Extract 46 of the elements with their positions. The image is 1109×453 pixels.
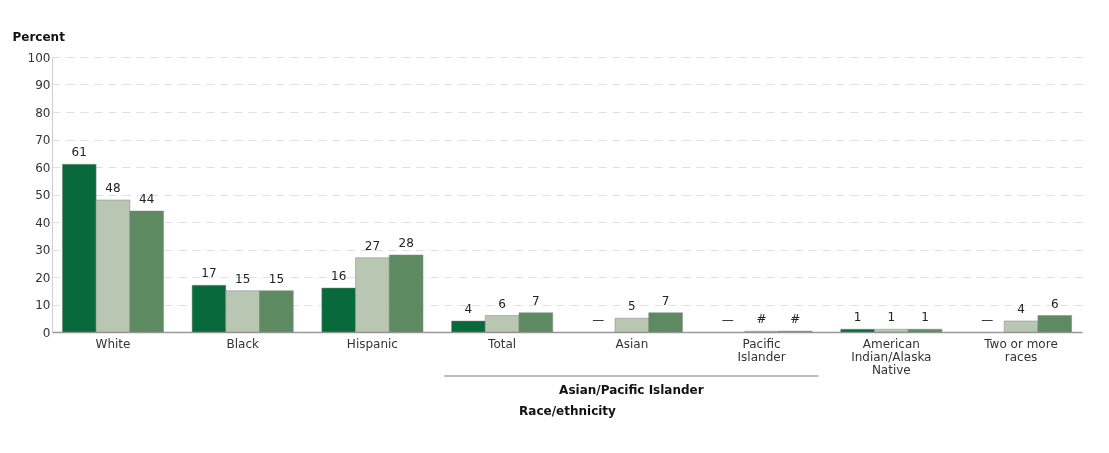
- data-label: 1: [853, 310, 862, 325]
- data-label: #: [756, 312, 767, 327]
- text: —: [721, 313, 734, 327]
- text: Asian/Pacific Islander: [559, 383, 704, 397]
- data-label: 17: [201, 266, 217, 281]
- y-axis-title: Percent: [12, 29, 66, 44]
- data-label: 15: [268, 271, 285, 286]
- data-label: 15: [235, 271, 251, 286]
- y-tick-label: 20: [35, 270, 51, 285]
- y-tick-label: 30: [35, 243, 51, 257]
- y-tick-label: 70: [35, 133, 51, 147]
- data-label: #: [790, 312, 801, 327]
- x-tick-label: Hispanic: [346, 336, 398, 351]
- y-tick-label: 90: [35, 78, 51, 92]
- data-label: 27: [364, 238, 381, 253]
- x-tick-label: Total: [487, 336, 517, 351]
- x-tick-label: American Indian/Alaska Native: [851, 336, 932, 377]
- data-label: 28: [398, 236, 414, 250]
- y-tick-label: 50: [35, 188, 51, 202]
- data-label: 6: [498, 296, 506, 311]
- y-tick-label: 60: [35, 160, 51, 175]
- data-label: 7: [532, 293, 540, 308]
- data-label: 6: [1050, 296, 1059, 311]
- x-tick-label: Asian: [615, 336, 649, 351]
- text: —: [981, 313, 994, 327]
- data-label: 48: [105, 181, 121, 195]
- data-label: 1: [921, 310, 929, 325]
- y-tick-label: 40: [35, 215, 51, 230]
- data-label: 4: [464, 302, 473, 316]
- data-label: 44: [139, 192, 155, 206]
- x-tick-label: Black: [226, 336, 259, 351]
- x-tick-label: White: [95, 336, 131, 351]
- data-label: 4: [1017, 302, 1025, 316]
- data-label: 7: [661, 293, 670, 308]
- y-tick-label: 80: [35, 105, 51, 120]
- y-tick-label: 0: [42, 325, 51, 340]
- x-tick-label: Pacific Islander: [737, 336, 786, 364]
- y-tick-label: 10: [35, 298, 51, 312]
- data-label: 5: [628, 299, 636, 314]
- data-label: 1: [887, 310, 896, 325]
- data-label: 16: [331, 269, 347, 283]
- text: —: [592, 313, 605, 327]
- x-axis-title: Race/ethnicity: [519, 403, 617, 418]
- y-tick-label: 100: [27, 50, 51, 65]
- x-tick-label: Two or more races: [983, 336, 1058, 364]
- data-label: 61: [71, 145, 87, 160]
